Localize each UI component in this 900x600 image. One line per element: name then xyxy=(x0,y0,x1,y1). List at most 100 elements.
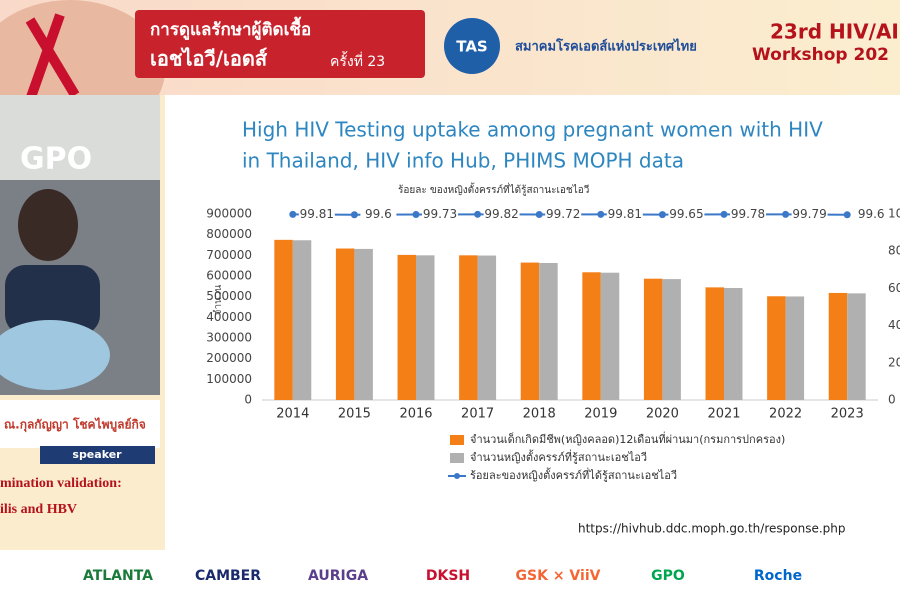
line-marker xyxy=(658,211,666,219)
sponsor-logo: DKSH xyxy=(426,568,470,584)
workshop: Workshop 202 xyxy=(752,45,889,65)
bar xyxy=(477,255,497,400)
sponsor-logo: GPO xyxy=(651,568,685,584)
x-tick-label: 2022 xyxy=(769,407,802,422)
sponsors: ATLANTA CAMBER AURIGA DKSH GSK × ViiV GPO Roch… xyxy=(83,568,802,584)
legend-label: จำนวนเด็กเกิดมีชีพ(หญิงคลอด)12เดือนที่ผ่… xyxy=(470,431,785,446)
bar xyxy=(582,272,601,400)
topic: ilis and HBV xyxy=(0,502,77,517)
y-tick-label: 900000 xyxy=(206,207,252,221)
y-tick-label: 400000 xyxy=(206,310,252,324)
source: https://hivhub.ddc.moph.go.th/response.p… xyxy=(578,522,846,536)
sponsor-logo: CAMBER xyxy=(195,568,261,584)
x-tick-label: 2021 xyxy=(707,407,740,422)
line-marker xyxy=(474,210,482,218)
bar xyxy=(643,278,663,400)
sponsor-logo: GSK × ViiV xyxy=(516,568,601,584)
tas-logo xyxy=(444,18,500,74)
sponsor-strip xyxy=(0,550,900,600)
sponsor-logo: Roche xyxy=(754,568,802,584)
bar xyxy=(662,279,681,400)
y-axis-title: จำนวน xyxy=(213,284,224,315)
bar xyxy=(600,272,620,400)
data-label: 99.82 xyxy=(484,207,518,221)
ribbon xyxy=(25,13,80,102)
data-label: 99.65 xyxy=(669,207,703,221)
sponsor-logo: ATLANTA xyxy=(83,568,153,584)
bar xyxy=(520,262,540,400)
header-title: การดูแลรักษาผู้ติดเชื้อ xyxy=(150,16,311,41)
label-bg xyxy=(483,206,520,223)
y-tick-label: 800000 xyxy=(206,227,252,241)
line-marker xyxy=(597,210,605,218)
label-bg xyxy=(668,206,705,223)
y2-tick-label: 20 xyxy=(888,355,900,369)
bar xyxy=(274,239,293,400)
chart-title: ร้อยละ ของหญิงตั้งครรภ์ที่ได้รู้สถานะเอช… xyxy=(398,182,589,196)
bar xyxy=(416,255,435,400)
backdrop-text: GPO xyxy=(20,142,92,177)
tas-text: TAS xyxy=(456,38,487,56)
data-label: 99.79 xyxy=(792,207,826,221)
y2-tick-label: 80 xyxy=(888,244,900,258)
bar xyxy=(354,248,373,400)
y-tick-label: 0 xyxy=(244,393,252,407)
y-tick-label: 100000 xyxy=(206,372,252,386)
label-bg xyxy=(360,206,397,223)
speaker-name: ณ.กุลกัญญา โชคไพบูลย์กิจ xyxy=(4,417,146,433)
webcam-top xyxy=(0,95,160,180)
header-title: เอชไอวี/เอดส์ xyxy=(150,47,268,71)
data-label: 99.78 xyxy=(731,207,765,221)
bar xyxy=(785,296,805,400)
y-tick-label: 500000 xyxy=(206,289,252,303)
speaker-body xyxy=(5,265,100,335)
y-tick-label: 700000 xyxy=(206,248,252,262)
label-bg xyxy=(791,206,828,223)
bar xyxy=(767,296,786,400)
role-bar xyxy=(40,446,155,464)
society-name: สมาคมโรคเอดส์แห่งประเทศไทย xyxy=(515,38,697,55)
slide-title: High HIV Testing uptake among pregnant w… xyxy=(242,118,823,142)
bar xyxy=(847,293,866,400)
line-marker xyxy=(535,211,543,219)
y-tick-label: 600000 xyxy=(206,269,252,283)
data-label: 99.81 xyxy=(608,207,642,221)
y2-tick-label: 60 xyxy=(888,281,900,295)
label-bg xyxy=(545,206,582,223)
line-marker xyxy=(843,211,851,219)
x-tick-label: 2015 xyxy=(338,407,371,422)
bar xyxy=(828,292,848,400)
line-marker xyxy=(289,210,297,218)
label-bg xyxy=(730,206,766,223)
bar xyxy=(397,254,416,400)
bar xyxy=(292,240,312,400)
legend-label: ร้อยละของหญิงตั้งครรภ์ที่ได้รู้สถานะเอชไ… xyxy=(470,467,677,482)
x-tick-label: 2014 xyxy=(276,407,309,422)
data-label: 99.6 xyxy=(365,207,392,221)
sponsor-logo: AURIGA xyxy=(308,568,368,584)
legend-label: จำนวนหญิงตั้งครรภ์ที่รู้สถานะเอชไอวี xyxy=(470,449,647,464)
bar xyxy=(459,255,478,400)
x-tick-label: 2017 xyxy=(461,407,494,422)
x-tick-label: 2018 xyxy=(523,407,556,422)
bar xyxy=(724,287,743,400)
x-tick-label: 2016 xyxy=(399,407,432,422)
line-marker xyxy=(350,211,358,219)
legend-swatch xyxy=(450,453,464,463)
flowers xyxy=(0,320,110,390)
y-tick-label: 300000 xyxy=(206,331,252,345)
data-label: 99.81 xyxy=(300,207,334,221)
y2-tick-label: 100 xyxy=(888,207,900,221)
bar xyxy=(705,287,724,400)
y2-tick-label: 0 xyxy=(888,393,896,407)
y-tick-label: 200000 xyxy=(206,351,252,365)
line-marker xyxy=(720,210,728,218)
data-label: 99.73 xyxy=(423,207,457,221)
label-bg xyxy=(298,206,335,223)
header-box xyxy=(135,10,425,78)
legend-swatch xyxy=(454,473,460,479)
bar xyxy=(539,262,558,400)
x-tick-label: 2023 xyxy=(831,407,864,422)
